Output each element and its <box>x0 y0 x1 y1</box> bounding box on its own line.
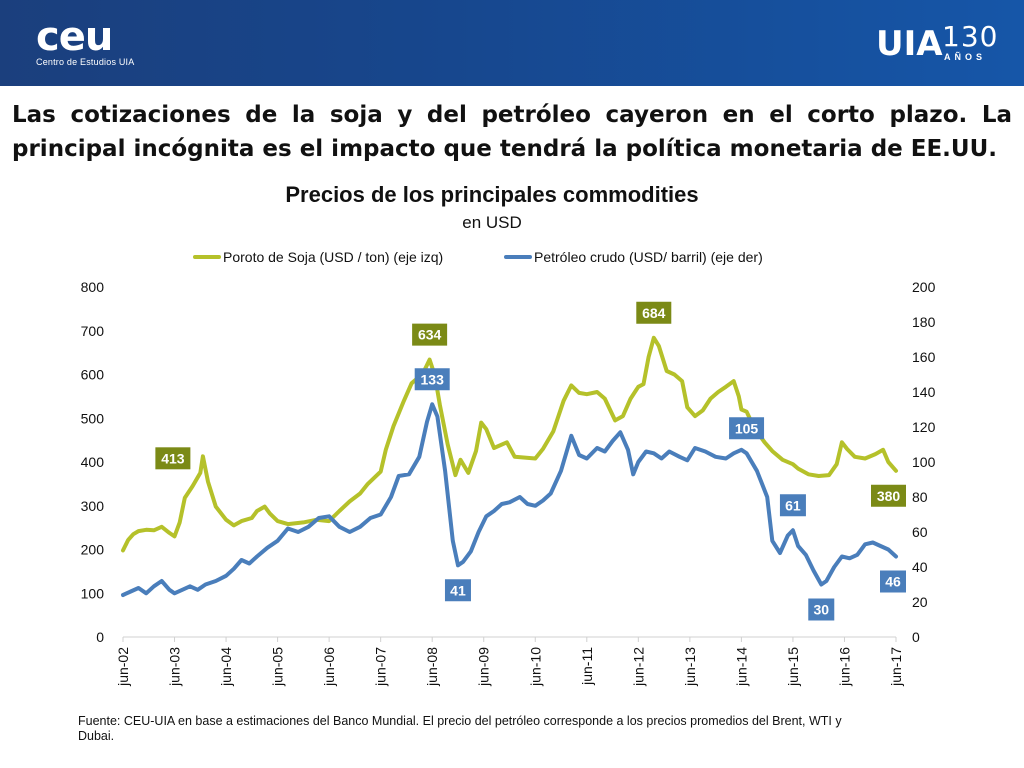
chart-title: Precios de los principales commodities <box>285 182 699 207</box>
data-label-soy: 413 <box>161 450 185 466</box>
data-label-oil: 41 <box>450 582 466 598</box>
ceu-logo: ceu Centro de Estudios UIA <box>36 14 135 68</box>
y-left-tick-label: 200 <box>81 542 105 558</box>
ceu-logo-subtitle: Centro de Estudios UIA <box>36 57 135 67</box>
x-tick-label: jun-08 <box>424 647 440 687</box>
x-tick-label: jun-09 <box>476 647 492 687</box>
uia-130-logo: UIA 130 AÑOS <box>876 18 1006 68</box>
data-label-box-oil <box>779 494 806 517</box>
data-label-soy: 684 <box>642 305 666 321</box>
uia-logo-years-label: AÑOS <box>944 52 987 62</box>
y-right-tick-label: 0 <box>912 629 920 645</box>
x-tick-label: jun-14 <box>733 647 749 687</box>
data-label-soy: 634 <box>418 327 442 343</box>
x-tick-label: jun-13 <box>682 647 698 687</box>
y-right-tick-label: 40 <box>912 559 928 575</box>
series-line-oil <box>121 402 898 597</box>
data-label-box-oil <box>880 570 906 593</box>
data-label-box-oil <box>729 417 765 440</box>
y-right-tick-label: 180 <box>912 314 936 330</box>
x-tick-label: jun-05 <box>270 647 286 687</box>
data-label-oil: 46 <box>885 574 901 590</box>
x-tick-label: jun-04 <box>218 647 234 687</box>
data-label-box-oil <box>414 368 450 391</box>
x-tick-label: jun-10 <box>527 647 543 687</box>
data-label-box-soy <box>636 301 672 324</box>
y-left-tick-label: 100 <box>81 585 105 601</box>
y-right-tick-label: 60 <box>912 524 928 540</box>
x-tick-label: jun-11 <box>579 647 595 686</box>
y-right-tick-label: 20 <box>912 594 928 610</box>
x-tick-label: jun-16 <box>836 647 852 687</box>
x-tick-label: jun-07 <box>373 647 389 687</box>
chart-subtitle: en USD <box>462 213 522 232</box>
x-tick-label: jun-15 <box>785 647 801 687</box>
y-right-tick-label: 160 <box>912 349 936 365</box>
data-label-oil: 61 <box>785 497 801 513</box>
y-left-tick-label: 300 <box>81 498 105 514</box>
x-tick-label: jun-12 <box>630 647 646 687</box>
data-label-oil: 30 <box>813 602 829 618</box>
y-left-tick-label: 600 <box>81 367 105 383</box>
y-right-tick-label: 120 <box>912 419 936 435</box>
y-right-tick-label: 80 <box>912 489 928 505</box>
y-right-tick-label: 140 <box>912 384 936 400</box>
data-label-box-soy <box>871 484 906 507</box>
slide-headline: Las cotizaciones de la soja y del petról… <box>12 102 1012 162</box>
x-tick-label: jun-03 <box>167 647 183 687</box>
legend-label-soy: Poroto de Soja (USD / ton) (eje izq) <box>223 249 443 265</box>
y-left-tick-label: 500 <box>81 410 105 426</box>
y-left-tick-label: 700 <box>81 323 105 339</box>
y-right-tick-label: 200 <box>912 279 936 295</box>
y-left-tick-label: 0 <box>96 629 104 645</box>
source-note: Fuente: CEU-UIA en base a estimaciones d… <box>78 714 842 743</box>
data-label-soy: 380 <box>877 488 901 504</box>
data-label-oil: 133 <box>421 371 445 387</box>
x-tick-label: jun-02 <box>115 647 131 687</box>
data-label-box-oil <box>444 579 471 602</box>
data-label-box-oil <box>808 598 835 621</box>
x-tick-label: jun-17 <box>888 647 904 687</box>
ceu-logo-word: ceu <box>36 14 113 60</box>
data-label-box-soy <box>155 447 191 470</box>
x-tick-label: jun-06 <box>321 647 337 687</box>
data-label-oil: 105 <box>735 420 759 436</box>
series-line-soy <box>121 335 898 553</box>
uia-logo-number: 130 <box>942 20 999 53</box>
legend-label-oil: Petróleo crudo (USD/ barril) (eje der) <box>534 249 763 265</box>
y-left-tick-label: 400 <box>81 454 105 470</box>
uia-logo-mark: UIA <box>876 24 943 64</box>
data-label-box-soy <box>412 323 448 346</box>
y-right-tick-label: 100 <box>912 454 936 470</box>
y-left-tick-label: 800 <box>81 279 105 295</box>
header-banner: ceu Centro de Estudios UIA UIA 130 AÑOS <box>0 0 1024 86</box>
